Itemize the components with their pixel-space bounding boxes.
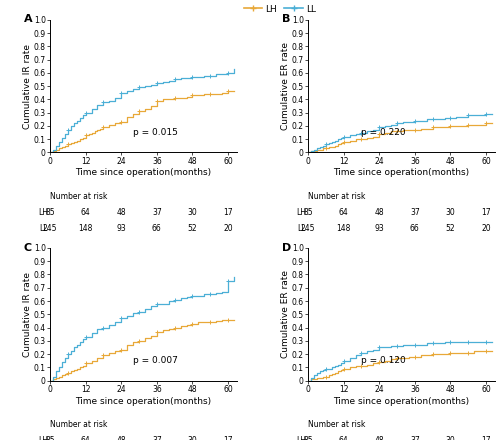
Text: 93: 93	[116, 224, 126, 233]
Text: 64: 64	[80, 436, 90, 440]
Y-axis label: Cumulative ER rate: Cumulative ER rate	[282, 42, 290, 130]
Text: 37: 37	[410, 436, 420, 440]
Text: 64: 64	[339, 208, 348, 217]
Text: 17: 17	[224, 208, 233, 217]
Text: 245: 245	[301, 224, 316, 233]
Text: 30: 30	[188, 436, 198, 440]
Text: 66: 66	[152, 224, 162, 233]
Y-axis label: Cumulative ER rate: Cumulative ER rate	[282, 270, 290, 358]
Text: 37: 37	[152, 436, 162, 440]
Text: 85: 85	[45, 208, 55, 217]
Y-axis label: Cumulative IR rate: Cumulative IR rate	[24, 44, 32, 128]
Text: C: C	[24, 242, 32, 253]
X-axis label: Time since operation(months): Time since operation(months)	[334, 169, 469, 177]
Text: 245: 245	[43, 224, 57, 233]
Text: 48: 48	[374, 436, 384, 440]
Text: 148: 148	[78, 224, 93, 233]
Text: B: B	[282, 15, 290, 25]
Text: 48: 48	[116, 208, 126, 217]
Text: Number at risk: Number at risk	[50, 420, 108, 429]
Text: 52: 52	[446, 224, 456, 233]
Text: 52: 52	[188, 224, 198, 233]
X-axis label: Time since operation(months): Time since operation(months)	[76, 169, 212, 177]
Text: LL: LL	[40, 224, 48, 233]
Y-axis label: Cumulative IR rate: Cumulative IR rate	[24, 272, 32, 357]
X-axis label: Time since operation(months): Time since operation(months)	[76, 396, 212, 406]
Text: p = 0.015: p = 0.015	[133, 128, 178, 137]
Text: 148: 148	[336, 224, 351, 233]
Text: LH: LH	[38, 436, 48, 440]
Text: 37: 37	[410, 208, 420, 217]
Text: 85: 85	[303, 208, 313, 217]
Text: 20: 20	[224, 224, 233, 233]
Text: 48: 48	[374, 208, 384, 217]
Legend: LH, LL: LH, LL	[244, 4, 316, 14]
Text: LL: LL	[298, 224, 306, 233]
Text: 30: 30	[446, 208, 456, 217]
Text: A: A	[24, 15, 32, 25]
Text: 85: 85	[303, 436, 313, 440]
Text: 37: 37	[152, 208, 162, 217]
Text: p = 0.120: p = 0.120	[362, 356, 406, 365]
Text: Number at risk: Number at risk	[308, 420, 366, 429]
Text: 85: 85	[45, 436, 55, 440]
Text: D: D	[282, 242, 291, 253]
X-axis label: Time since operation(months): Time since operation(months)	[334, 396, 469, 406]
Text: 48: 48	[116, 436, 126, 440]
Text: p = 0.007: p = 0.007	[133, 356, 178, 365]
Text: 20: 20	[482, 224, 491, 233]
Text: 17: 17	[224, 436, 233, 440]
Text: 17: 17	[482, 436, 491, 440]
Text: LH: LH	[296, 208, 306, 217]
Text: 17: 17	[482, 208, 491, 217]
Text: 30: 30	[446, 436, 456, 440]
Text: 30: 30	[188, 208, 198, 217]
Text: p = 0.220: p = 0.220	[362, 128, 406, 137]
Text: LH: LH	[296, 436, 306, 440]
Text: 66: 66	[410, 224, 420, 233]
Text: Number at risk: Number at risk	[50, 192, 108, 201]
Text: LH: LH	[38, 208, 48, 217]
Text: 64: 64	[80, 208, 90, 217]
Text: Number at risk: Number at risk	[308, 192, 366, 201]
Text: 93: 93	[374, 224, 384, 233]
Text: 64: 64	[339, 436, 348, 440]
